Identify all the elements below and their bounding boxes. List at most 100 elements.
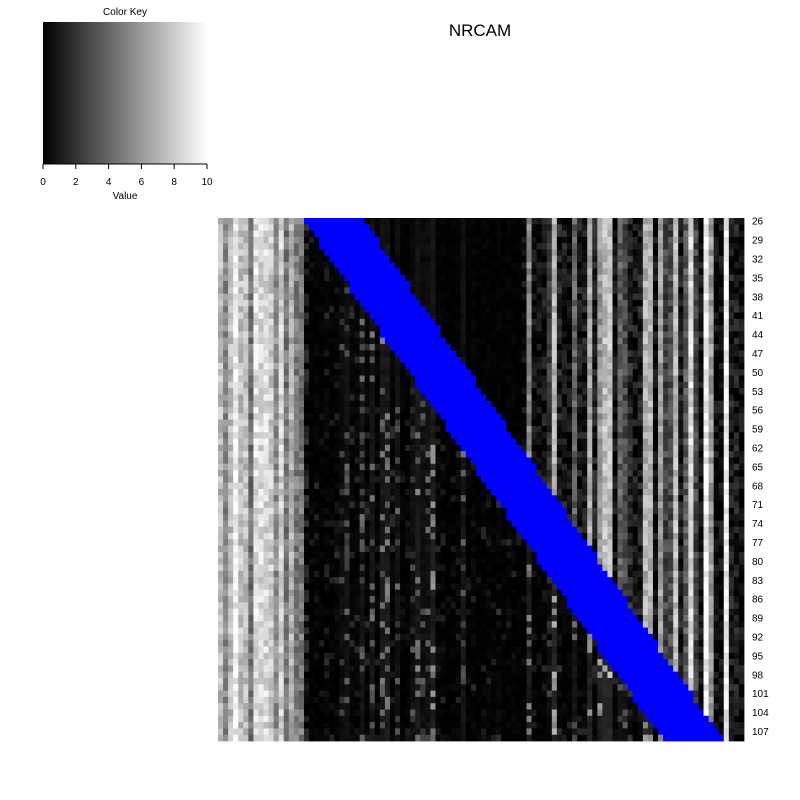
heatmap-cell [465, 501, 472, 509]
heatmap-cell [531, 381, 538, 389]
heatmap-cell [526, 268, 532, 276]
heatmap-cell [329, 495, 335, 502]
heatmap-cell [577, 463, 583, 471]
heatmap-cell [652, 463, 659, 471]
heatmap-cell [475, 482, 482, 490]
heatmap-cell [637, 262, 644, 269]
heatmap-cell [324, 545, 330, 553]
heatmap-cell [481, 350, 487, 358]
heatmap-cell [693, 388, 699, 395]
heatmap-cell [663, 318, 669, 326]
heatmap-cell [470, 344, 477, 351]
heatmap-cell [683, 350, 689, 358]
heatmap-cell [582, 400, 588, 408]
heatmap-cell [622, 400, 629, 408]
heatmap-cell [258, 533, 264, 540]
heatmap-cell [283, 306, 290, 313]
heatmap-cell [723, 218, 730, 225]
heatmap-cell [668, 369, 674, 376]
heatmap-cell [349, 457, 355, 465]
heatmap-cell [728, 293, 735, 301]
heatmap-cell [223, 539, 229, 547]
heatmap-cell [349, 325, 355, 332]
heatmap-cell [445, 438, 452, 446]
heatmap-cell [728, 514, 735, 521]
heatmap-cell [288, 274, 295, 282]
heatmap-cell [273, 425, 280, 433]
heatmap-cell [243, 262, 249, 269]
heatmap-cell [582, 488, 588, 496]
heatmap-cell [551, 230, 558, 238]
heatmap-cell [253, 400, 259, 408]
heatmap-cell [617, 413, 624, 421]
heatmap-cell [688, 451, 694, 458]
heatmap-cell [647, 293, 654, 301]
heatmap-cell [491, 243, 497, 250]
heatmap-cell [450, 255, 457, 263]
heatmap-cell [303, 551, 310, 559]
heatmap-cell [228, 482, 234, 490]
heatmap-cell [733, 381, 740, 389]
heatmap-cell [678, 350, 684, 358]
heatmap-cell [607, 482, 613, 490]
heatmap-cell [425, 539, 431, 547]
heatmap-cell [430, 507, 436, 515]
heatmap-cell [309, 495, 315, 502]
heatmap-cell [627, 425, 634, 433]
heatmap-cell [314, 444, 320, 452]
heatmap-cell [218, 425, 224, 433]
heatmap-cell [597, 356, 603, 364]
heatmap-cell [617, 381, 624, 389]
heatmap-cell [703, 425, 709, 433]
heatmap-cell [430, 539, 436, 547]
heatmap-cell [501, 268, 507, 276]
heatmap-cell [536, 375, 543, 383]
heatmap-cell [389, 369, 396, 376]
heatmap-cell [470, 255, 477, 263]
heatmap-cell [460, 501, 467, 509]
heatmap-cell [288, 224, 295, 231]
heatmap-cell [243, 476, 249, 484]
heatmap-cell [354, 318, 361, 326]
heatmap-cell [572, 236, 578, 244]
heatmap-cell [400, 495, 406, 502]
heatmap-cell [491, 375, 497, 383]
heatmap-cell [238, 400, 244, 408]
heatmap-cell [288, 413, 295, 421]
heatmap-cell [698, 388, 704, 395]
heatmap-cell [602, 533, 608, 540]
heatmap-cell [718, 218, 725, 225]
heatmap-cell [688, 375, 694, 383]
heatmap-cell [546, 325, 553, 332]
heatmap-cell [369, 539, 376, 547]
heatmap-cell [369, 375, 376, 383]
heatmap-cell [663, 413, 669, 421]
heatmap-cell [339, 362, 345, 370]
heatmap-cell [501, 375, 507, 383]
heatmap-cell [577, 218, 583, 225]
heatmap-cell [293, 407, 300, 414]
heatmap-cell [405, 243, 411, 250]
heatmap-cell [688, 249, 694, 257]
heatmap-cell [319, 331, 325, 339]
heatmap-cell [314, 381, 320, 389]
heatmap-cell [218, 488, 224, 496]
heatmap-cell [587, 520, 593, 528]
heatmap-cell [541, 274, 548, 282]
heatmap-cell [268, 218, 275, 225]
heatmap-cell [486, 482, 548, 490]
heatmap-cell [577, 520, 583, 528]
heatmap-cell [303, 344, 310, 351]
heatmap-cell [248, 344, 254, 351]
heatmap-cell [364, 514, 371, 521]
heatmap-cell [622, 344, 629, 351]
heatmap-cell [536, 344, 543, 351]
heatmap-cell [551, 369, 558, 376]
heatmap-cell [445, 545, 452, 553]
heatmap-cell [460, 306, 467, 313]
heatmap-cell [582, 236, 588, 244]
heatmap-cell [698, 230, 704, 238]
heatmap-cell [521, 243, 527, 250]
heatmap-cell [268, 268, 275, 276]
heatmap-cell [384, 425, 391, 433]
